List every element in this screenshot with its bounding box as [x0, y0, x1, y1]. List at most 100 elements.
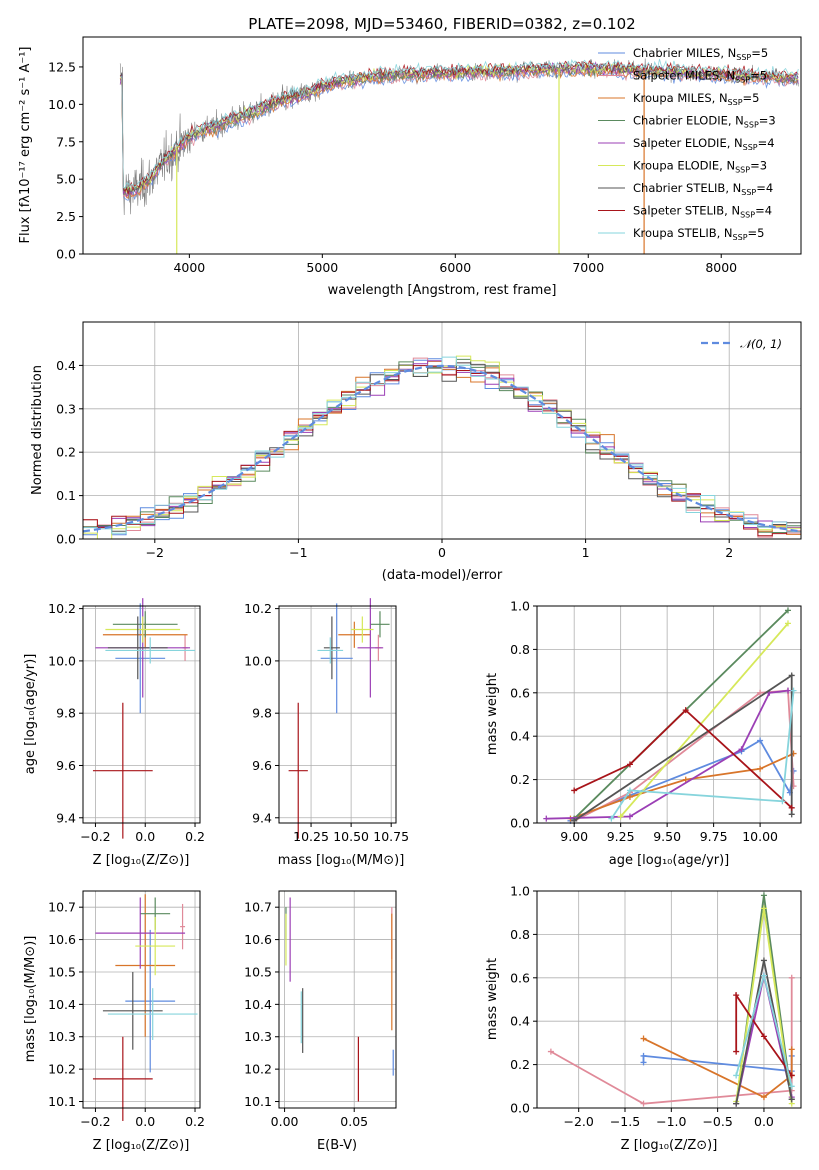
y-tick-label: 0.2	[510, 772, 530, 787]
weight-marker-salpeter-elodie	[738, 746, 745, 753]
spectrum-ylabel: Flux [fλ10⁻¹⁷ erg cm⁻² s⁻¹ A⁻¹]	[18, 47, 33, 244]
legend-sub: SSP	[728, 98, 743, 107]
weight-marker-salpeter-miles	[757, 689, 764, 696]
weight-vs-age-ylabel: mass weight	[485, 673, 500, 755]
y-tick-label: 0.2	[510, 1057, 530, 1072]
weight-vs-age-plot-area	[537, 605, 801, 824]
weight-marker-kroupa-miles	[682, 776, 689, 783]
weight-marker-kroupa-miles	[626, 793, 633, 800]
y-tick-label: 10.5	[244, 964, 272, 979]
spectrum-xlabel: wavelength [Angstrom, rest frame]	[328, 283, 557, 298]
x-tick-label: −1.5	[610, 1114, 640, 1129]
mass-vs-Z-ylabel: mass [log₁₀(M/M⊙)]	[23, 936, 38, 1063]
x-tick-label: 0.0	[135, 829, 155, 844]
legend-tail: =3	[750, 159, 767, 173]
x-tick-label: 6000	[439, 260, 471, 275]
y-tick-label: 0.0	[56, 247, 76, 262]
y-tick-label: 10.7	[48, 900, 76, 915]
y-tick-label: 10.5	[48, 964, 76, 979]
mass-vs-EBV-xlabel: E(B-V)	[317, 1138, 357, 1153]
y-tick-label: 0.4	[510, 1014, 530, 1029]
weight-vs-Z-frame	[536, 890, 802, 1109]
weight-marker-salpeter-stelib	[626, 761, 633, 768]
residuals-panel: (data-model)/error Normed distribution 𝒩…	[30, 321, 802, 583]
weight-vs-Z-panel: Z [log₁₀(Z/Z⊙)] mass weight −2.0 −1.5 −1.0…	[485, 884, 802, 1153]
age-vs-mass-frame	[278, 605, 397, 824]
y-tick-label: 9.4	[56, 810, 76, 825]
weight-marker-chabrier-miles	[640, 1052, 647, 1059]
weight-marker-salpeter-miles	[640, 1100, 647, 1107]
x-tick-label: 9.00	[560, 829, 588, 844]
weight-marker-kroupa-elodie	[617, 813, 624, 820]
spectrum-frame	[82, 36, 802, 255]
x-tick-label: 10.25	[293, 829, 329, 844]
x-tick-label: −1.0	[656, 1114, 686, 1129]
mass-vs-EBV-frame	[278, 890, 397, 1109]
x-tick-label: 0.2	[185, 829, 205, 844]
y-tick-label: 10.2	[244, 1062, 272, 1077]
y-tick-label: 0.6	[510, 970, 530, 985]
mass-vs-EBV-plot-area	[279, 891, 396, 1108]
legend-tail: =4	[756, 181, 773, 195]
legend-sub: SSP	[741, 188, 756, 197]
legend-sub: SSP	[735, 76, 750, 85]
y-tick-label: 0.6	[510, 685, 530, 700]
weight-marker-salpeter-miles	[547, 1048, 554, 1055]
y-tick-label: 10.2	[48, 1062, 76, 1077]
x-tick-label: −2	[146, 545, 164, 560]
residuals-plot-area	[82, 322, 802, 540]
legend-tail: =5	[751, 46, 768, 60]
residuals-ylabel: Normed distribution	[30, 365, 45, 495]
age-vs-Z-ylabel: age [log₁₀(age/yr)]	[23, 654, 38, 775]
y-tick-label: 7.5	[56, 134, 76, 149]
y-tick-label: 0.0	[510, 1101, 530, 1116]
x-tick-label: 8000	[705, 260, 737, 275]
mass-vs-Z-frame	[82, 890, 201, 1109]
x-tick-label: 0	[438, 545, 446, 560]
legend-label-chabrier-miles: Chabrier MILES, NSSP=5	[633, 46, 768, 62]
x-tick-label: −2.0	[564, 1114, 594, 1129]
y-tick-label: 2.5	[56, 209, 76, 224]
y-tick-label: 9.6	[56, 758, 76, 773]
y-tick-label: 10.3	[48, 1029, 76, 1044]
x-tick-label: −0.5	[702, 1114, 732, 1129]
y-tick-label: 10.3	[244, 1029, 272, 1044]
weight-marker-kroupa-stelib	[733, 1072, 740, 1079]
weight-marker-chabrier-stelib	[788, 672, 795, 679]
weight-marker-kroupa-stelib	[788, 1083, 795, 1090]
x-tick-label: 9.75	[700, 829, 728, 844]
weight-marker-salpeter-elodie	[784, 687, 791, 694]
weight-vs-Z-xlabel: Z [log₁₀(Z/Z⊙)]	[621, 1138, 718, 1153]
weight-marker-kroupa-stelib	[779, 798, 786, 805]
weight-marker-kroupa-stelib	[760, 972, 767, 979]
age-vs-Z-frame	[82, 605, 201, 824]
weight-marker-chabrier-miles	[640, 1059, 647, 1066]
weight-line-salpeter-stelib	[735, 992, 793, 1076]
weight-vs-age-xlabel: age [log₁₀(age/yr)]	[609, 853, 730, 868]
x-tick-label: −1	[289, 545, 307, 560]
weight-marker-kroupa-stelib	[626, 787, 633, 794]
spectrum-title: PLATE=2098, MJD=53460, FIBERID=0382, z=0…	[248, 15, 635, 33]
y-tick-label: 10.2	[244, 601, 272, 616]
weight-marker-chabrier-stelib	[733, 1100, 740, 1107]
weight-marker-chabrier-miles	[757, 737, 764, 744]
weight-marker-kroupa-elodie	[760, 905, 767, 912]
legend-tail: =3	[759, 114, 776, 128]
legend-text: Kroupa ELODIE, N	[633, 159, 735, 173]
y-tick-label: 1.0	[510, 599, 530, 614]
weight-marker-kroupa-miles	[788, 1046, 795, 1053]
weight-vs-Z-ylabel: mass weight	[485, 958, 500, 1040]
y-tick-label: 0.8	[510, 642, 530, 657]
histogram-kroupa-stelib	[83, 356, 801, 534]
y-tick-label: 0.0	[510, 816, 530, 831]
mass-vs-Z-xlabel: Z [log₁₀(Z/Z⊙)]	[93, 1138, 190, 1153]
weight-line-kroupa-elodie	[620, 622, 789, 818]
y-tick-label: 10.4	[48, 997, 76, 1012]
weight-vs-Z-plot-area	[537, 890, 801, 1109]
legend-label-chabrier-stelib: Chabrier STELIB, NSSP=4	[633, 181, 773, 197]
age-vs-Z-plot-area	[83, 598, 200, 839]
legend-sub: SSP	[733, 233, 748, 242]
y-tick-label: 10.0	[48, 97, 76, 112]
x-tick-label: −0.2	[80, 1114, 110, 1129]
